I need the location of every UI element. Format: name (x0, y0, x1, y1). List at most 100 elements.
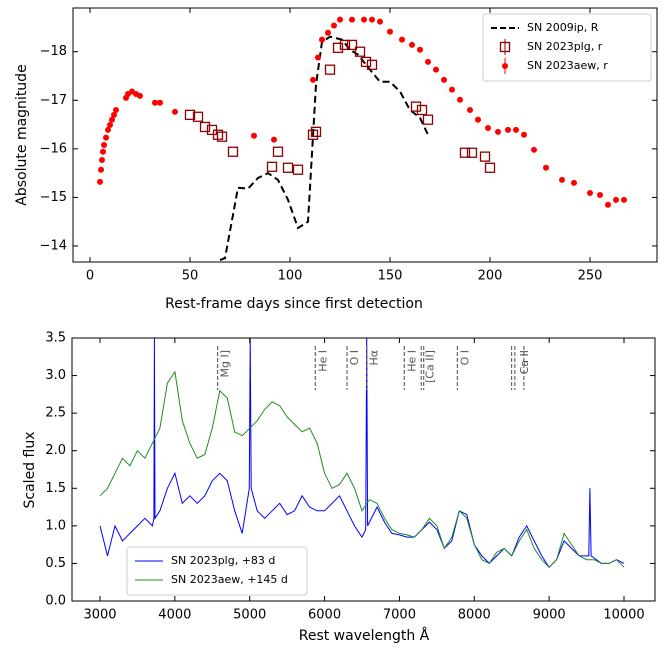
circle-marker (99, 157, 105, 164)
square-marker (310, 126, 322, 137)
line-id-label: Ca II (518, 350, 531, 374)
y-tick-label: 0.5 (45, 556, 66, 571)
legend-box (482, 13, 652, 82)
circle-marker (605, 201, 611, 208)
square-marker (282, 162, 294, 173)
line-id-label: Mg I] (219, 350, 232, 378)
y-tick-label: 2.5 (45, 406, 66, 421)
y-tick-label: 0.0 (45, 594, 66, 609)
circle-marker (319, 36, 325, 43)
square-marker (422, 114, 434, 125)
square-marker (354, 46, 366, 57)
circle-marker (505, 126, 511, 133)
circle-marker (559, 176, 565, 183)
square-marker (479, 151, 491, 162)
x-tick-label: 9000 (533, 608, 566, 623)
circle-marker (613, 196, 619, 203)
circle-marker (251, 132, 257, 139)
circle-marker (587, 190, 593, 197)
circle-marker (137, 92, 143, 99)
circle-marker (543, 164, 549, 171)
series-line (99, 370, 625, 568)
circle-marker (457, 96, 463, 103)
square-marker (360, 56, 372, 68)
legend-box (126, 546, 308, 596)
circle-marker (361, 16, 367, 23)
circle-marker (98, 166, 104, 173)
square-marker (199, 121, 211, 133)
square-marker (484, 162, 496, 173)
circle-marker (369, 16, 375, 23)
x-tick-label: 50 (182, 269, 199, 284)
circle-marker (271, 136, 277, 143)
x-tick-label: 6000 (308, 608, 341, 623)
circle-marker (172, 108, 178, 115)
circle-marker (111, 111, 117, 118)
x-tick-label: 8000 (458, 608, 491, 623)
circle-marker (467, 106, 473, 113)
legend-label: SN 2023aew, r (527, 59, 608, 72)
legend-swatch (499, 41, 511, 53)
square-marker (272, 146, 284, 157)
y-tick-label: −18 (40, 44, 67, 59)
circle-marker (597, 191, 603, 198)
circle-marker (399, 36, 405, 43)
circle-marker (441, 76, 447, 83)
legend-label: SN 2009ip, R (527, 21, 599, 34)
circle-marker (113, 106, 119, 113)
y-tick-label: −16 (40, 141, 67, 156)
circle-marker (485, 124, 491, 131)
square-marker (192, 111, 204, 122)
circle-marker (425, 58, 431, 65)
square-marker (227, 146, 239, 157)
line-id-label: Hα (368, 350, 381, 366)
square-marker (332, 42, 344, 53)
circle-marker (315, 54, 321, 61)
circle-marker (513, 126, 519, 133)
circle-marker (105, 126, 111, 133)
square-marker (366, 59, 378, 70)
y-axis-label: Scaled flux (22, 432, 38, 509)
x-tick-label: 100 (278, 269, 303, 284)
y-axis-label: Absolute magnitude (14, 64, 30, 205)
circle-marker (331, 22, 337, 29)
circle-marker (449, 86, 455, 93)
circle-marker (377, 18, 383, 25)
series-line (219, 35, 429, 262)
series-line (99, 338, 625, 568)
x-tick-label: 5000 (233, 608, 266, 623)
square-marker (307, 129, 319, 140)
plot-frame (72, 7, 658, 263)
line-id-label: He I (405, 350, 418, 372)
circle-marker (101, 141, 107, 148)
x-axis-label: Rest-frame days since first detection (165, 296, 423, 312)
square-marker (184, 109, 196, 120)
y-tick-label: 2.0 (45, 443, 66, 458)
x-tick-label: 3000 (83, 608, 116, 623)
circle-marker (325, 29, 331, 36)
circle-marker (495, 128, 501, 135)
legend-label: SN 2023plg, r (527, 40, 603, 53)
plot-area (99, 338, 625, 568)
circle-marker (387, 28, 393, 35)
x-tick-label: 7000 (383, 608, 416, 623)
y-tick-label: −15 (40, 190, 67, 205)
circle-marker (97, 178, 103, 185)
square-marker (466, 147, 478, 158)
y-tick-label: 3.0 (45, 368, 66, 383)
circle-marker (100, 148, 106, 155)
legend-label: SN 2023plg, +83 d (171, 554, 275, 567)
circle-marker (531, 146, 537, 153)
square-marker (266, 161, 278, 172)
plot-frame (71, 337, 656, 602)
y-tick-label: 1.5 (45, 481, 66, 496)
y-tick-label: −14 (40, 238, 67, 253)
y-tick-label: 1.0 (45, 518, 66, 533)
circle-marker (349, 16, 355, 23)
circle-marker (621, 196, 627, 203)
circle-marker (571, 179, 577, 186)
square-marker (410, 101, 422, 112)
x-tick-label: 200 (478, 269, 503, 284)
square-marker (292, 164, 304, 175)
